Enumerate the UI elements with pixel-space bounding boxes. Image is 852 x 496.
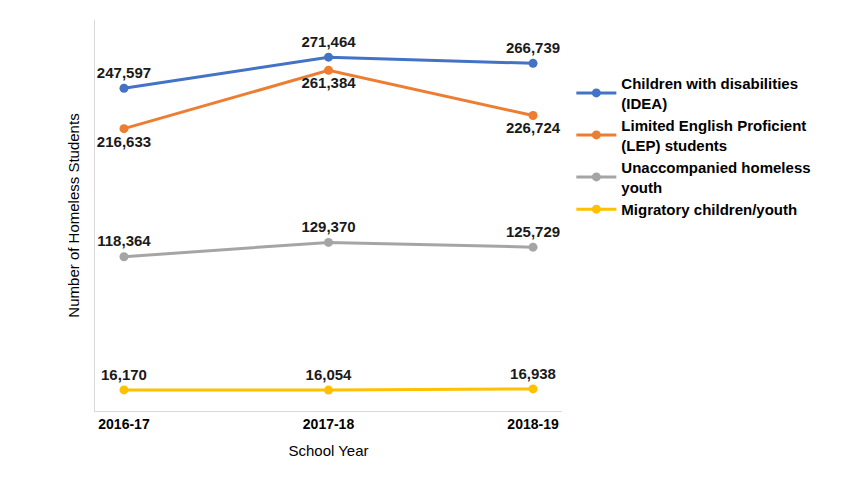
svg-text:118,364: 118,364 [97,232,151,249]
svg-text:271,464: 271,464 [301,33,356,50]
svg-text:Children with disabilities(IDE: Children with disabilities(IDEA) [621,75,798,112]
svg-text:16,054: 16,054 [306,366,353,383]
svg-text:125,729: 125,729 [506,223,560,240]
svg-text:216,633: 216,633 [97,133,151,150]
svg-text:School Year: School Year [288,442,368,459]
svg-text:226,724: 226,724 [506,119,561,136]
svg-text:247,597: 247,597 [97,64,151,81]
svg-text:2018-19: 2018-19 [507,416,559,432]
svg-text:Migratory children/youth: Migratory children/youth [621,201,797,218]
svg-text:Unaccompanied homelessyouth: Unaccompanied homelessyouth [621,159,810,196]
svg-text:129,370: 129,370 [301,218,355,235]
svg-text:Limited English Proficient(LEP: Limited English Proficient(LEP) students [621,117,806,153]
svg-text:266,739: 266,739 [506,39,560,56]
svg-text:Number of Homeless Students: Number of Homeless Students [65,113,82,317]
svg-text:16,938: 16,938 [510,365,556,382]
svg-text:2016-17: 2016-17 [98,416,150,432]
svg-text:261,384: 261,384 [301,74,356,91]
svg-text:2017-18: 2017-18 [303,416,355,432]
svg-text:16,170: 16,170 [101,366,147,383]
